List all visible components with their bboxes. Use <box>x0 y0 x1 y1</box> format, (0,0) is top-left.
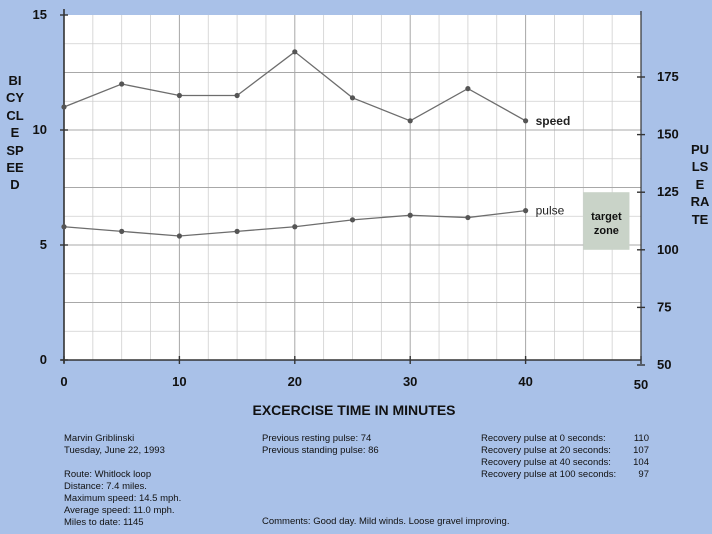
pulse-point <box>407 212 413 218</box>
speed-point <box>407 118 413 124</box>
pulse-point <box>349 217 356 223</box>
speed-point <box>465 86 471 92</box>
distance-text: Distance: 7.4 miles. <box>64 481 147 492</box>
x-tick-label: 0 <box>60 374 67 389</box>
pulse-point <box>61 224 67 230</box>
left-y-tick-label: 5 <box>40 237 47 252</box>
left-y-tick-label: 15 <box>33 7 47 22</box>
speed-point <box>523 118 529 124</box>
recovery-label: Recovery pulse at 100 seconds: <box>481 469 617 480</box>
speed-point <box>234 92 240 99</box>
pulse-point <box>465 214 471 221</box>
left-y-tick-label: 0 <box>40 352 47 367</box>
recovery-value: 97 <box>638 469 649 480</box>
x-tick-label: 30 <box>403 374 417 389</box>
miles-to-date-text: Miles to date: 1145 <box>64 517 144 528</box>
right-y-tick-label: 175 <box>657 69 679 84</box>
comments-text: Comments: Good day. Mild winds. Loose gr… <box>262 516 510 527</box>
pulse-point <box>234 228 240 234</box>
series-label: pulse <box>536 204 565 218</box>
recovery-label: Recovery pulse at 20 seconds: <box>481 445 611 456</box>
standing-pulse-text: Previous standing pulse: 86 <box>262 445 379 456</box>
speed-point <box>292 49 298 55</box>
recovery-row: Recovery pulse at 100 seconds: 97 <box>481 469 649 481</box>
target-zone-label: zone <box>594 225 619 237</box>
pulse-point <box>119 228 125 234</box>
right-y-tick-label: 100 <box>657 242 679 257</box>
recovery-label: Recovery pulse at 40 seconds: <box>481 457 611 468</box>
recovery-row: Recovery pulse at 20 seconds: 107 <box>481 445 649 457</box>
right-y-tick-label: 125 <box>657 184 679 199</box>
route-text: Route: Whitlock loop <box>64 469 152 480</box>
speed-point <box>349 95 356 101</box>
series-label: speed <box>536 114 571 128</box>
x-axis-title: EXCERCISE TIME IN MINUTES <box>252 402 455 418</box>
pulse-point <box>292 224 298 230</box>
spacer <box>64 457 181 469</box>
left-axis-title: BICYCLE SPEED <box>5 73 25 193</box>
speed-point <box>119 81 125 87</box>
speed-point <box>176 92 182 99</box>
x-tick-label: 50 <box>634 377 648 392</box>
recovery-value: 107 <box>633 445 649 456</box>
recovery-value: 104 <box>633 457 649 468</box>
rider-info: Marvin Griblinski Tuesday, June 22, 1993… <box>64 433 181 529</box>
rider-name: Marvin Griblinski <box>64 433 135 444</box>
x-tick-label: 20 <box>288 374 302 389</box>
recovery-label: Recovery pulse at 0 seconds: <box>481 433 606 444</box>
right-y-tick-label: 75 <box>657 299 671 314</box>
avg-speed-text: Average speed: 11.0 mph. <box>64 505 175 516</box>
ride-date: Tuesday, June 22, 1993 <box>64 445 165 456</box>
target-zone-label: target <box>591 211 622 223</box>
right-axis-title: PULSE RATE <box>690 142 710 227</box>
x-tick-label: 40 <box>518 374 532 389</box>
x-tick-label: 10 <box>172 374 186 389</box>
right-y-tick-label: 50 <box>657 357 671 372</box>
pulse-point <box>176 233 182 239</box>
right-y-tick-label: 150 <box>657 127 679 142</box>
recovery-info: Recovery pulse at 0 seconds: 110 Recovery… <box>481 433 649 481</box>
recovery-row: Recovery pulse at 40 seconds: 104 <box>481 457 649 469</box>
left-y-tick-label: 10 <box>33 122 47 137</box>
resting-pulse-text: Previous resting pulse: 74 <box>262 433 372 444</box>
recovery-value: 110 <box>633 433 649 444</box>
max-speed-text: Maximum speed: 14.5 mph. <box>64 493 182 504</box>
pulse-point <box>523 208 529 214</box>
chart: 0 10 20 30 40 50 0 5 10 15 50 75 100 125 150 175 EXCERCI… <box>33 7 679 418</box>
recovery-row: Recovery pulse at 0 seconds: 110 <box>481 433 649 445</box>
target-zone-box <box>583 192 630 250</box>
pulse-info: Previous resting pulse: 74 Previous stan… <box>262 433 379 457</box>
speed-point <box>61 104 67 110</box>
